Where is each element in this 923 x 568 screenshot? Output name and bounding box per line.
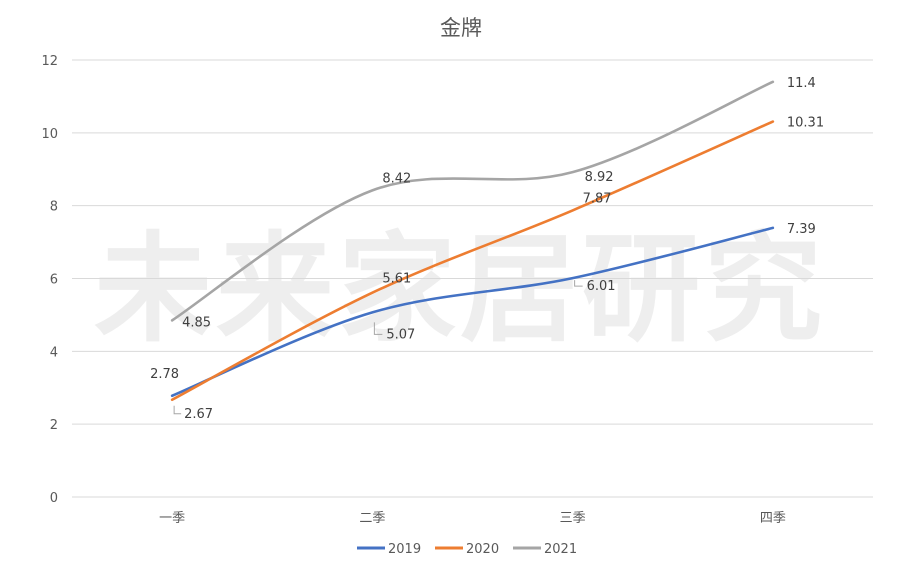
- data-labels: 2.78 5.07 6.01 7.39 2.67 5.61 7.87 10.31 4.85 8.4…: [150, 76, 824, 422]
- chart-title: 金牌: [440, 16, 482, 40]
- legend-label: 2019: [388, 542, 421, 557]
- series-line-2019: [170, 226, 775, 398]
- series-line-2021: [170, 80, 775, 322]
- gridlines: [72, 59, 873, 498]
- x-tick-label: 一季: [159, 511, 185, 526]
- data-label: 7.87: [583, 191, 612, 206]
- watermark-text: 未来家居研究: [94, 220, 826, 358]
- data-label: 8.42: [382, 171, 411, 186]
- y-tick-label: 4: [50, 345, 58, 360]
- data-label: 2.78: [150, 367, 179, 382]
- data-label: 8.92: [585, 170, 614, 185]
- y-tick-label: 8: [50, 200, 58, 215]
- series-lines: [170, 80, 775, 402]
- data-label: 7.39: [787, 222, 816, 237]
- legend-label: 2020: [466, 542, 499, 557]
- y-axis-ticks: 0 2 4 6 8 10 12: [41, 54, 58, 506]
- data-label: 5.07: [386, 327, 415, 342]
- label-leader: [574, 280, 583, 287]
- data-label: 10.31: [787, 116, 824, 131]
- x-tick-label: 三季: [560, 511, 586, 526]
- legend: 2019 2020 2021: [357, 542, 577, 557]
- legend-label: 2021: [544, 542, 577, 557]
- y-tick-label: 12: [41, 54, 58, 69]
- y-tick-label: 0: [50, 491, 58, 506]
- label-leader: [373, 322, 383, 335]
- data-label: 11.4: [787, 76, 816, 91]
- data-label: 6.01: [587, 279, 616, 294]
- y-tick-label: 2: [50, 418, 58, 433]
- data-label: 4.85: [182, 315, 211, 330]
- series-line-2020: [170, 120, 775, 402]
- data-label: 5.61: [382, 272, 411, 287]
- x-axis-ticks: 一季 二季 三季 四季: [159, 511, 786, 526]
- x-tick-label: 四季: [760, 511, 786, 526]
- y-tick-label: 6: [50, 273, 58, 288]
- label-leader: [173, 405, 182, 415]
- data-label: 2.67: [184, 407, 213, 422]
- x-tick-label: 二季: [359, 511, 385, 526]
- y-tick-label: 10: [41, 127, 58, 142]
